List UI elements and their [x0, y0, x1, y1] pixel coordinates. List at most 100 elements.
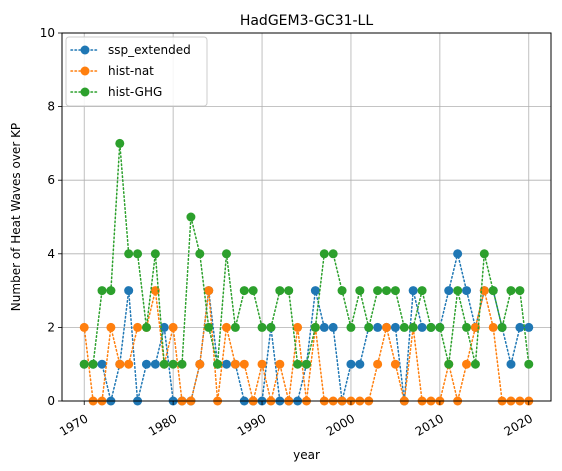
data-point — [328, 322, 338, 332]
data-point — [488, 322, 498, 332]
data-point — [115, 138, 125, 148]
y-tick-label: 4 — [47, 247, 55, 261]
data-point — [195, 249, 205, 259]
data-point — [159, 322, 169, 332]
legend: ssp_extended hist-nat hist-GHG — [65, 36, 208, 107]
data-point — [417, 286, 427, 296]
y-tick-label: 8 — [47, 100, 55, 114]
data-point — [346, 359, 356, 369]
data-point — [221, 249, 231, 259]
data-point — [97, 286, 107, 296]
data-point — [328, 249, 338, 259]
data-point — [408, 286, 418, 296]
data-point — [506, 359, 516, 369]
data-point — [524, 359, 534, 369]
data-point — [248, 286, 258, 296]
series-line — [83, 253, 530, 402]
data-point — [141, 322, 151, 332]
data-point — [488, 286, 498, 296]
data-point — [390, 286, 400, 296]
data-point — [399, 322, 409, 332]
data-point — [133, 249, 143, 259]
data-point — [373, 286, 383, 296]
data-point — [515, 286, 525, 296]
data-point — [462, 359, 472, 369]
data-point — [373, 359, 383, 369]
data-point — [444, 286, 454, 296]
data-point — [524, 322, 534, 332]
data-point — [310, 322, 320, 332]
legend-marker — [80, 45, 90, 55]
legend-label: hist-nat — [108, 64, 154, 78]
data-point — [470, 322, 480, 332]
data-point — [168, 359, 178, 369]
data-point — [337, 286, 347, 296]
data-point — [230, 322, 240, 332]
data-point — [150, 249, 160, 259]
data-point — [97, 359, 107, 369]
data-point — [79, 322, 89, 332]
data-point — [221, 359, 231, 369]
y-tick-label: 6 — [47, 173, 55, 187]
data-point — [302, 359, 311, 369]
series-hist-GHG — [79, 138, 534, 369]
legend-label: hist-GHG — [108, 85, 162, 99]
data-point — [257, 359, 267, 369]
data-point — [319, 249, 329, 259]
data-point — [106, 322, 116, 332]
data-point — [453, 249, 463, 259]
data-point — [88, 359, 98, 369]
data-point — [373, 322, 383, 332]
data-point — [195, 359, 205, 369]
data-point — [230, 359, 240, 369]
legend-marker — [80, 66, 90, 76]
data-point — [168, 322, 178, 332]
data-point — [159, 359, 169, 369]
legend-item: hist-nat — [70, 64, 154, 78]
data-point — [444, 359, 454, 369]
data-point — [141, 359, 151, 369]
data-point — [106, 286, 116, 296]
data-point — [213, 359, 223, 369]
plot-area-frame — [61, 32, 552, 402]
data-point — [186, 212, 196, 222]
data-point — [204, 286, 214, 296]
data-point — [506, 286, 516, 296]
data-point — [355, 286, 365, 296]
data-point — [310, 286, 320, 296]
data-point — [275, 286, 285, 296]
data-point — [293, 322, 303, 332]
data-point — [266, 322, 276, 332]
data-point — [124, 286, 134, 296]
data-point — [479, 249, 489, 259]
data-point — [275, 359, 285, 369]
data-point — [417, 322, 427, 332]
data-point — [346, 322, 356, 332]
y-axis-ticks: 0 2 4 6 8 10 — [40, 26, 62, 408]
data-point — [497, 322, 507, 332]
chart-title: HadGEM3-GC31-LL — [240, 13, 374, 29]
data-point — [177, 359, 187, 369]
data-point — [364, 322, 374, 332]
data-point — [408, 322, 418, 332]
y-axis-label: Number of Heat Waves over KP — [9, 123, 23, 311]
data-point — [435, 322, 445, 332]
data-point — [382, 286, 392, 296]
data-point — [426, 322, 436, 332]
data-point — [293, 359, 303, 369]
legend-label: ssp_extended — [108, 43, 191, 57]
data-point — [515, 322, 525, 332]
x-axis-label: year — [293, 448, 320, 462]
data-point — [115, 359, 125, 369]
data-point — [390, 359, 400, 369]
data-point — [390, 322, 400, 332]
data-point — [150, 359, 160, 369]
data-point — [453, 286, 463, 296]
y-tick-label: 2 — [47, 320, 55, 334]
legend-box — [65, 36, 208, 107]
legend-item: hist-GHG — [70, 85, 162, 99]
y-tick-label: 0 — [47, 394, 55, 408]
data-point — [221, 322, 231, 332]
data-point — [124, 359, 134, 369]
